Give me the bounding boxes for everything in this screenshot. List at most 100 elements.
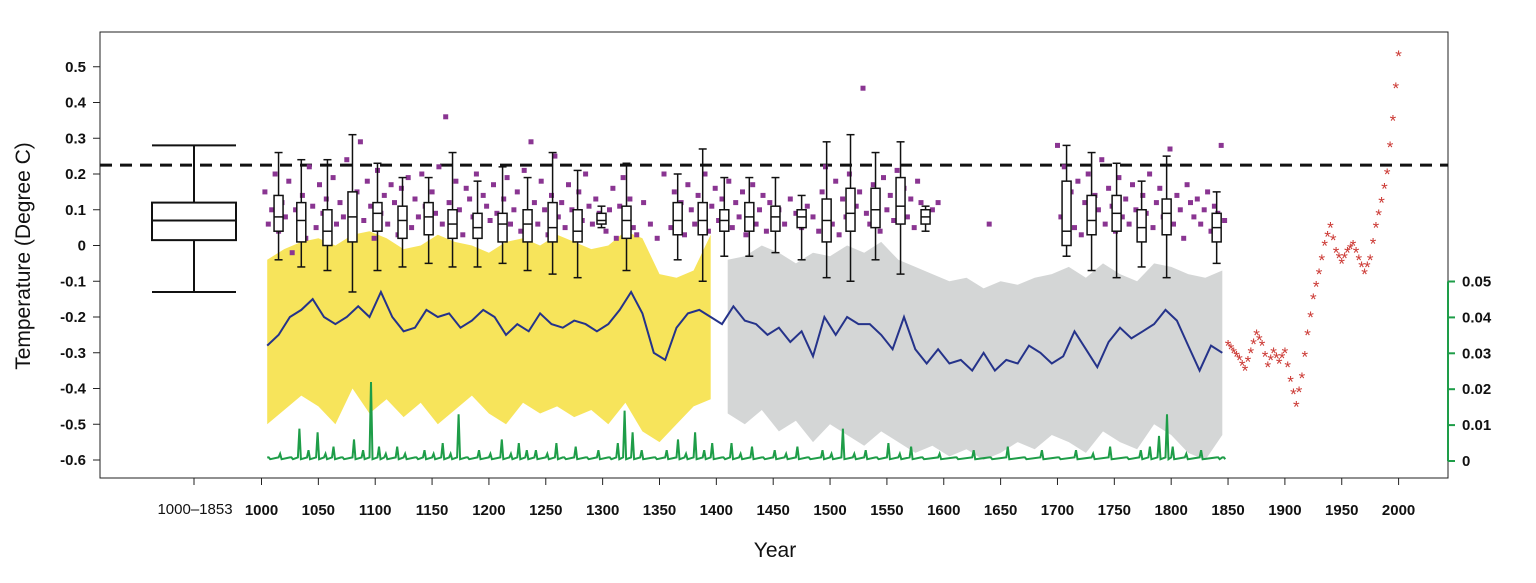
box-body: [1086, 194, 1097, 236]
proxy-point: [846, 171, 852, 177]
proxy-point: [494, 210, 500, 216]
proxy-point: [361, 218, 367, 223]
proxy-point: [473, 171, 479, 177]
proxy-point: [986, 221, 992, 227]
proxy-point: [887, 192, 893, 198]
box-body: [572, 209, 583, 243]
right-tick-label: 0.02: [1462, 381, 1491, 398]
proxy-point: [613, 235, 619, 241]
proxy-point: [692, 221, 698, 227]
proxy-point: [685, 182, 691, 188]
proxy-point: [1201, 207, 1207, 213]
instrumental-mark: *: [1313, 278, 1320, 297]
boxplot: [744, 176, 755, 257]
instrumental-mark: *: [1364, 258, 1371, 277]
proxy-point: [269, 207, 275, 213]
instrumental-mark: *: [1239, 356, 1246, 375]
instrumental-mark: *: [1341, 249, 1348, 268]
proxy-point: [262, 189, 268, 195]
proxy-point: [627, 196, 633, 202]
proxy-point: [1061, 164, 1067, 170]
instrumental-mark: *: [1262, 347, 1269, 366]
proxy-point: [1072, 225, 1077, 231]
boxplot: [770, 176, 781, 254]
proxy-point: [334, 221, 339, 227]
summary-boxplot: [151, 144, 237, 293]
proxy-point: [760, 192, 766, 198]
proxy-point: [709, 203, 715, 209]
proxy-point: [521, 167, 527, 173]
instrumental-mark: *: [1327, 219, 1334, 238]
proxy-point: [289, 250, 295, 256]
boxplot: [870, 151, 881, 261]
proxy-point: [330, 175, 336, 181]
proxy-point: [439, 221, 445, 227]
proxy-point: [682, 232, 687, 238]
box-body: [522, 209, 533, 243]
proxy-point: [904, 214, 910, 220]
proxy-point: [911, 225, 917, 231]
proxy-point: [412, 196, 418, 202]
x-tick-label: 1750: [1098, 502, 1131, 519]
proxy-point: [833, 178, 839, 184]
instrumental-mark: *: [1373, 219, 1380, 238]
proxy-point: [716, 218, 722, 223]
proxy-point: [705, 228, 711, 234]
proxy-point: [344, 157, 350, 163]
proxy-point: [282, 214, 288, 220]
proxy-point: [1174, 192, 1180, 198]
box-body: [397, 205, 408, 240]
box-body: [423, 201, 434, 236]
proxy-point: [310, 203, 316, 209]
proxy-point: [531, 200, 537, 206]
box-body: [1161, 198, 1172, 236]
plot-frame: [99, 31, 1449, 479]
boxplot: [621, 162, 632, 272]
proxy-point: [1085, 171, 1091, 177]
proxy-point: [542, 207, 548, 213]
boxplot: [372, 162, 383, 272]
proxy-point: [763, 228, 769, 234]
proxy-point: [491, 182, 496, 188]
proxy-point: [641, 200, 647, 206]
proxy-point: [1147, 171, 1153, 177]
instrumental-mark: *: [1347, 240, 1354, 259]
proxy-point: [1222, 218, 1228, 223]
band-late: [727, 241, 1223, 460]
x-tick-label: 1650: [984, 502, 1017, 519]
x-tick-label: 1550: [870, 502, 903, 519]
proxy-point: [603, 228, 609, 234]
proxy-point: [1188, 200, 1193, 206]
proxy-point: [750, 182, 756, 188]
instrumental-mark: *: [1392, 79, 1399, 98]
proxy-point: [867, 221, 873, 227]
right-tick-label: 0.01: [1462, 417, 1491, 434]
instrumental-mark: *: [1321, 237, 1328, 256]
boxplot: [447, 151, 458, 268]
instrumental-mark: *: [1333, 244, 1340, 263]
instrumental-mark: *: [1384, 165, 1391, 184]
proxy-point: [286, 178, 292, 184]
instrumental-mark: *: [1330, 231, 1337, 250]
proxy-point: [1167, 146, 1173, 152]
proxy-point: [463, 185, 469, 191]
boxplot: [845, 133, 856, 282]
mean-series: [266, 289, 1223, 374]
right-tick-label: 0.04: [1462, 309, 1492, 326]
proxy-point: [688, 207, 694, 213]
instrumental-mark: *: [1387, 138, 1394, 157]
boxplot: [397, 176, 408, 268]
proxy-point: [620, 175, 626, 181]
boxplot: [697, 148, 708, 282]
proxy-point: [1194, 196, 1200, 202]
proxy-point: [1177, 207, 1183, 213]
proxy-point: [436, 164, 442, 170]
instrumental-mark: *: [1293, 397, 1300, 416]
proxy-point: [566, 182, 571, 188]
y-tick-label: 0.4: [65, 95, 87, 112]
proxy-point: [385, 221, 391, 227]
box-body: [547, 201, 558, 243]
band-early: [267, 231, 711, 443]
proxy-point: [729, 225, 735, 231]
proxy-point: [433, 210, 438, 216]
